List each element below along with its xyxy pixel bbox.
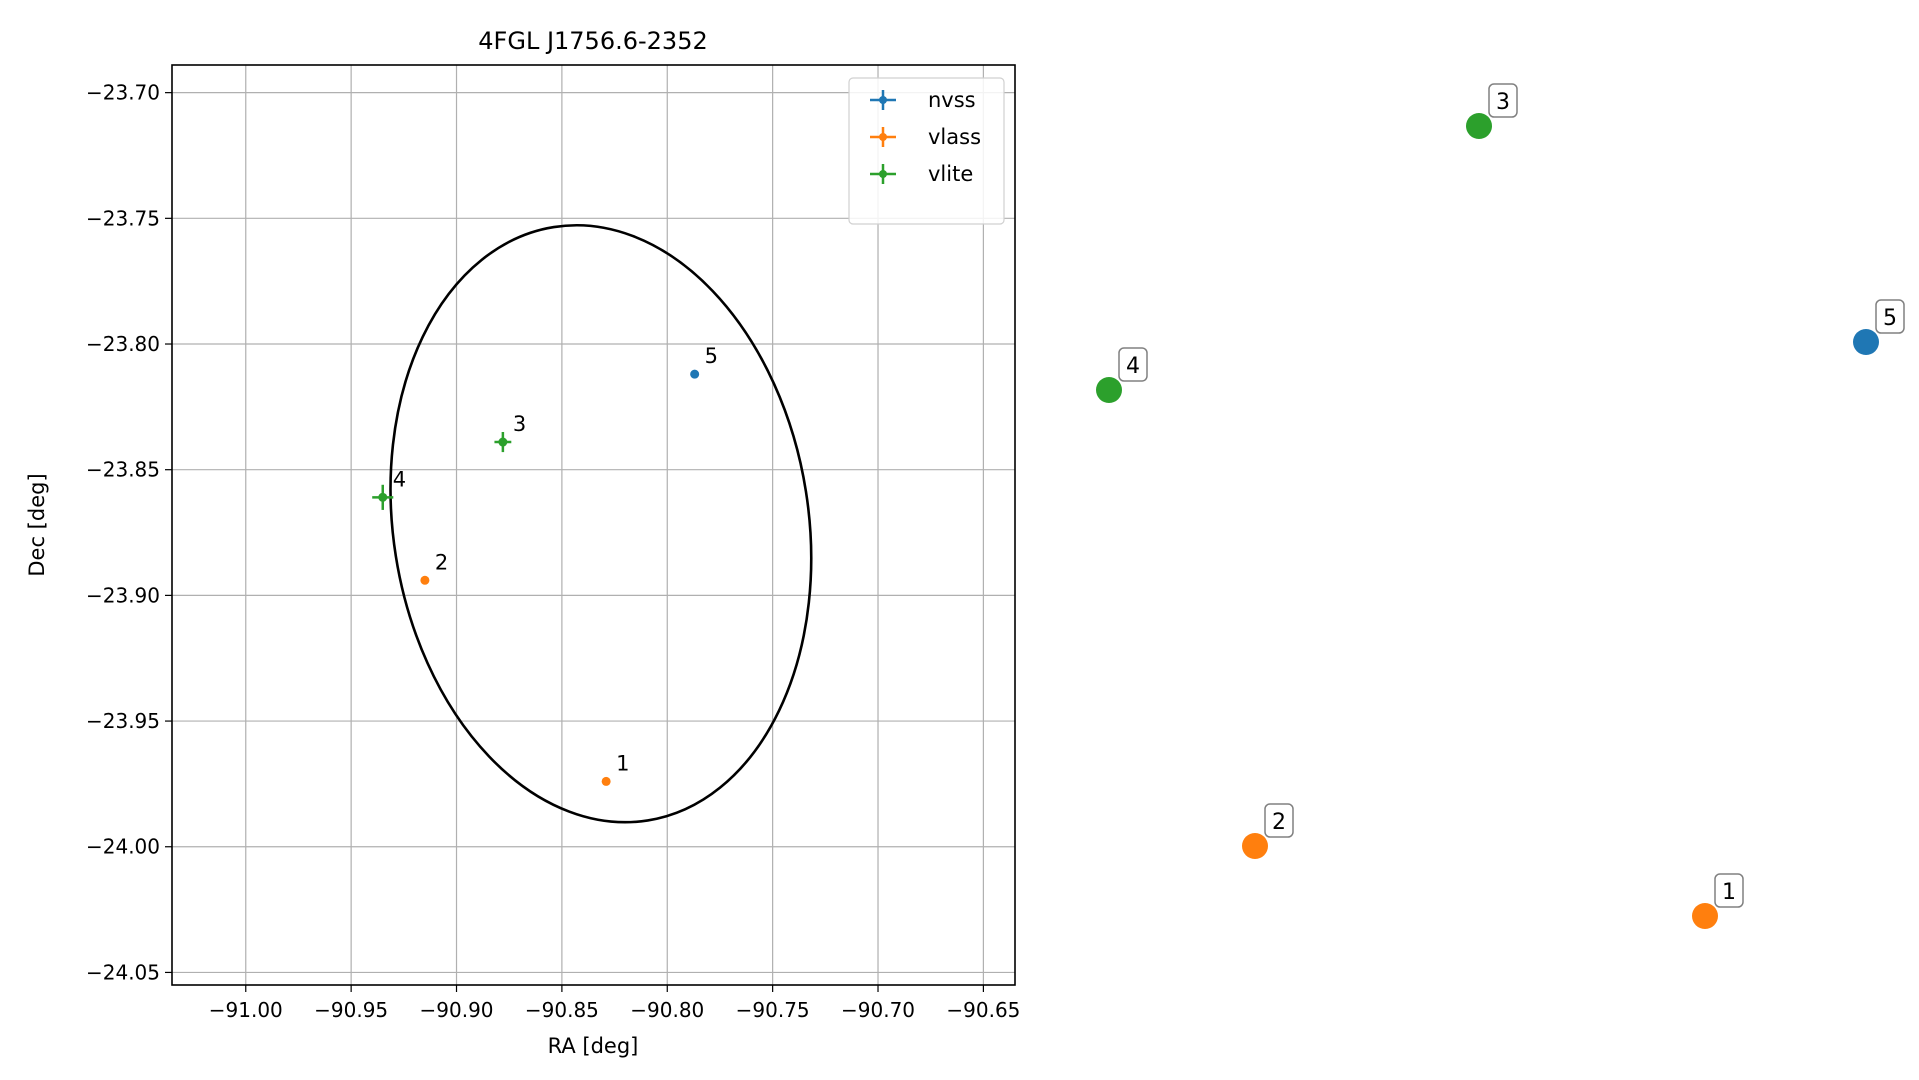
side-marker-label: 1 — [1722, 880, 1736, 905]
y-axis-ticks: −23.70 −23.75 −23.80 −23.85 −23.90 −23.95 −24.… — [86, 81, 172, 984]
point-marker — [420, 575, 430, 585]
side-marker-dot — [1692, 903, 1718, 929]
plot-frame — [171, 64, 1016, 986]
side-marker-4: 4 — [1096, 347, 1148, 403]
point-label: 2 — [435, 550, 448, 574]
side-marker-badge — [1875, 299, 1905, 334]
legend-marker — [879, 96, 887, 104]
x-tick-label: −90.75 — [736, 998, 810, 1022]
x-tick-label: −90.65 — [946, 998, 1020, 1022]
side-marker-badge — [1118, 347, 1148, 382]
side-marker-label: 2 — [1272, 810, 1286, 835]
legend-entry-vlass: vlass — [870, 125, 981, 149]
legend-marker — [879, 133, 887, 141]
point-marker — [498, 437, 508, 447]
legend-label: vlite — [928, 162, 973, 186]
x-axis-label: RA [deg] — [548, 1034, 639, 1058]
y-tick-label: −24.00 — [86, 835, 160, 859]
x-tick-label: −90.90 — [420, 998, 494, 1022]
side-marker-dot — [1242, 833, 1268, 859]
side-marker-badge — [1488, 83, 1518, 118]
x-tick-label: −90.70 — [841, 998, 915, 1022]
side-marker-dot — [1096, 377, 1122, 403]
y-axis-label: Dec [deg] — [25, 473, 49, 576]
localization-ellipse — [389, 223, 813, 824]
point-label: 1 — [616, 751, 629, 775]
side-marker-1: 1 — [1692, 873, 1744, 929]
legend: nvss vlass vlite — [848, 77, 1005, 225]
point-label: 5 — [705, 344, 718, 368]
legend-frame — [848, 77, 1005, 225]
side-marker-badge — [1714, 873, 1744, 908]
x-axis-ticks: −91.00 −90.95 −90.90 −90.85 −90.80 −90.75 −90.… — [209, 985, 1020, 1022]
x-tick-label: −90.85 — [525, 998, 599, 1022]
y-tick-label: −23.85 — [86, 458, 160, 482]
legend-marker — [879, 170, 887, 178]
side-marker-dot — [1853, 329, 1879, 355]
x-tick-label: −90.80 — [630, 998, 704, 1022]
point-marker — [378, 492, 388, 502]
data-point-vlass-2 — [420, 575, 430, 585]
data-point-nvss-5 — [690, 369, 700, 379]
data-point-vlite-3 — [494, 431, 512, 453]
x-tick-label: −91.00 — [209, 998, 283, 1022]
data-point-vlass-1 — [601, 776, 611, 786]
side-marker-3: 3 — [1466, 83, 1518, 139]
side-marker-label: 5 — [1883, 306, 1897, 331]
point-labels-layer: 5 1 2 3 4 — [393, 344, 718, 775]
uncertainty-ellipse-layer — [389, 223, 813, 824]
side-panel-markers: 1 2 3 4 5 — [1096, 83, 1905, 929]
y-tick-label: −23.75 — [86, 206, 160, 230]
side-marker-5: 5 — [1853, 299, 1905, 355]
chart-title: 4FGL J1756.6-2352 — [478, 27, 707, 55]
side-marker-2: 2 — [1242, 803, 1294, 859]
legend-label: nvss — [928, 88, 976, 112]
side-marker-label: 3 — [1496, 90, 1510, 115]
y-tick-label: −23.95 — [86, 709, 160, 733]
y-tick-label: −23.70 — [86, 81, 160, 105]
y-tick-label: −24.05 — [86, 960, 160, 984]
data-point-vlite-4 — [372, 484, 394, 510]
legend-label: vlass — [928, 125, 981, 149]
legend-entry-nvss: nvss — [870, 88, 976, 112]
legend-entry-vlite: vlite — [870, 162, 973, 186]
side-marker-label: 4 — [1126, 354, 1140, 379]
point-marker — [601, 776, 611, 786]
data-points-layer — [372, 369, 700, 786]
y-tick-label: −23.80 — [86, 332, 160, 356]
side-marker-dot — [1466, 113, 1492, 139]
point-label: 3 — [513, 412, 526, 436]
x-tick-label: −90.95 — [314, 998, 388, 1022]
side-marker-badge — [1264, 803, 1294, 838]
point-label: 4 — [393, 467, 406, 491]
y-tick-label: −23.90 — [86, 583, 160, 607]
point-marker — [690, 369, 700, 379]
